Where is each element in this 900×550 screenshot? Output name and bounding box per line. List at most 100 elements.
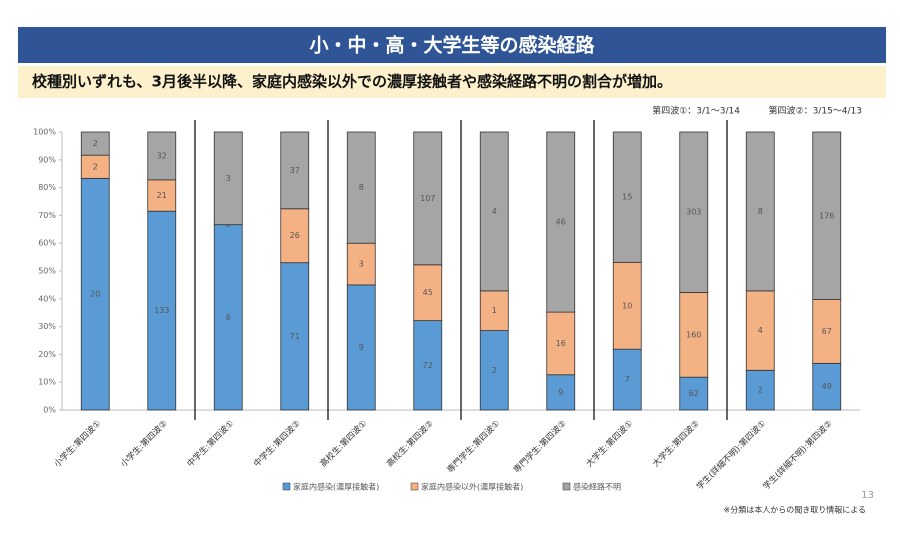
data-label: 8 [758, 207, 763, 216]
page-number: 13 [861, 490, 874, 501]
data-label: 20 [90, 290, 100, 299]
bar-segment [812, 131, 842, 300]
data-label: 6 [226, 313, 231, 322]
y-tick-label: 20% [38, 350, 56, 359]
x-tick-label: 専門学生:第四波② [511, 418, 568, 475]
bar-segment [679, 131, 709, 293]
data-label: 62 [689, 389, 699, 398]
y-tick-label: 100% [33, 128, 56, 137]
note: 第四波①：3/1～3/14 [652, 105, 740, 117]
bar-segment [213, 224, 243, 411]
legend-swatch [562, 482, 571, 491]
data-label: 32 [157, 151, 167, 160]
bar-segment [546, 374, 576, 411]
data-label: 133 [154, 306, 169, 315]
legend-swatch [410, 482, 419, 491]
y-tick-label: 0% [43, 406, 56, 415]
subtitle-bar [18, 66, 886, 98]
x-tick-label: 学生(詳細不明):第四波② [761, 418, 835, 492]
data-label: 9 [359, 343, 364, 352]
bar-segment [346, 284, 376, 411]
bar-segment [147, 210, 177, 411]
bar-segment [80, 177, 110, 411]
chart-title: 小・中・高・大学生等の感染経路 [309, 34, 595, 57]
data-label: 8 [359, 183, 364, 192]
y-tick-label: 10% [38, 378, 56, 387]
x-tick-label: 専門学生:第四波① [445, 418, 502, 475]
data-label: 3 [226, 174, 231, 183]
legend-label: 感染経路不明 [573, 482, 621, 492]
bar-segment [612, 131, 642, 263]
data-label: 176 [819, 211, 834, 220]
bar-segment [812, 362, 842, 411]
bar-segment [413, 264, 443, 322]
bar-segment [80, 131, 110, 156]
data-label: 26 [290, 231, 300, 240]
x-tick-label: 中学生:第四波② [251, 418, 302, 469]
data-label: 2 [492, 366, 497, 375]
data-label: 107 [420, 194, 435, 203]
data-label: 49 [822, 382, 832, 391]
y-tick-label: 90% [38, 155, 56, 164]
title-banner [18, 27, 886, 63]
data-label: 45 [423, 288, 433, 297]
bar-segment [745, 290, 775, 371]
data-label: 160 [686, 330, 701, 339]
data-label: 46 [556, 218, 566, 227]
y-tick-label: 50% [38, 267, 56, 276]
data-label: 4 [758, 326, 763, 335]
x-tick-label: 大学生:第四波① [584, 418, 635, 469]
data-label: 3 [359, 260, 364, 269]
bar-segment [213, 131, 243, 226]
x-tick-label: 小学生:第四波② [118, 418, 169, 469]
bar-segment [479, 131, 509, 292]
y-tick-label: 60% [38, 239, 56, 248]
data-label: 37 [290, 166, 300, 175]
bar-segment [346, 242, 376, 286]
data-label: 303 [686, 208, 701, 217]
legend-label: 家庭内感染以外(濃厚接触者) [421, 482, 523, 492]
data-label: 9 [558, 388, 563, 397]
data-label: 2 [93, 162, 98, 171]
data-label: 2 [758, 386, 763, 395]
x-tick-label: 小学生:第四波① [52, 418, 103, 469]
data-label: 1 [492, 306, 497, 315]
data-label: 16 [556, 339, 566, 348]
data-label: 71 [290, 332, 300, 341]
bar-segment [546, 311, 576, 376]
data-label: 7 [625, 375, 630, 384]
data-label: 15 [622, 193, 632, 202]
data-label: 2 [93, 139, 98, 148]
bar-segment [147, 179, 177, 212]
bar-segment [479, 330, 509, 411]
y-tick-label: 80% [38, 183, 56, 192]
bar-segment [346, 131, 376, 244]
bar-segment [147, 131, 177, 181]
bar-segment [745, 369, 775, 411]
bar-segment [280, 131, 310, 210]
bar-segment [612, 348, 642, 411]
data-label: 4 [492, 207, 497, 216]
bar-segment [745, 131, 775, 292]
x-tick-label: 大学生:第四波② [650, 418, 701, 469]
y-tick-label: 70% [38, 211, 56, 220]
legend-swatch [282, 482, 291, 491]
data-label: 72 [423, 361, 433, 370]
bar-segment [612, 261, 642, 350]
data-label: 67 [822, 327, 832, 336]
x-tick-label: 学生(詳細不明):第四波① [694, 418, 768, 492]
legend-label: 家庭内感染(濃厚接触者) [293, 482, 379, 492]
bar-segment [413, 131, 443, 266]
bar-segment [280, 208, 310, 264]
footnote: ※分類は本人からの聞き取り情報による [724, 505, 866, 515]
data-label: 10 [622, 301, 632, 310]
data-label: 21 [157, 191, 167, 200]
bar-segment [479, 290, 509, 331]
bar-segment [546, 131, 576, 313]
bar-segment [413, 320, 443, 411]
chart-subtitle: 校種別いずれも、3月後半以降、家庭内感染以外での濃厚接触者や感染経路不明の割合が… [32, 73, 672, 91]
y-tick-label: 30% [38, 322, 56, 331]
x-tick-label: 高校生:第四波② [384, 418, 435, 469]
bar-segment [679, 376, 709, 411]
